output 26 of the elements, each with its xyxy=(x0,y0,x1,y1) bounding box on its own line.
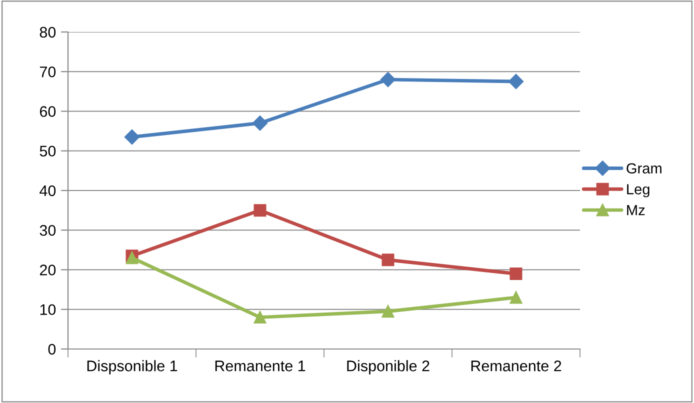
point xyxy=(252,116,268,131)
y-tick-label: 70 xyxy=(40,66,56,78)
y-tick-label: 20 xyxy=(40,264,56,276)
point xyxy=(124,129,140,145)
y-tick-label: 50 xyxy=(40,146,56,157)
point xyxy=(382,305,394,318)
point xyxy=(510,267,522,280)
x-tick-label: Remanente 1 xyxy=(215,360,306,372)
legend-label: Mz xyxy=(627,205,645,216)
y-tick-label: 40 xyxy=(40,185,56,196)
point xyxy=(382,254,394,266)
point xyxy=(254,204,266,217)
legend-label: Leg xyxy=(627,184,650,198)
y-tick-label: 80 xyxy=(40,26,56,38)
y-tick-label: 0 xyxy=(48,344,56,355)
y-tick-label: 10 xyxy=(40,304,56,316)
x-tick-label: Disponible 2 xyxy=(347,360,430,374)
x-tick-label: Dispsonible 1 xyxy=(87,360,178,374)
point xyxy=(508,74,524,90)
point xyxy=(254,311,266,324)
point xyxy=(510,291,522,304)
legend-label: Gram xyxy=(626,163,662,174)
y-tick-label: 30 xyxy=(40,224,56,236)
point xyxy=(380,72,396,88)
y-tick-label: 60 xyxy=(40,106,56,117)
x-tick-label: Remanente 2 xyxy=(471,360,562,372)
